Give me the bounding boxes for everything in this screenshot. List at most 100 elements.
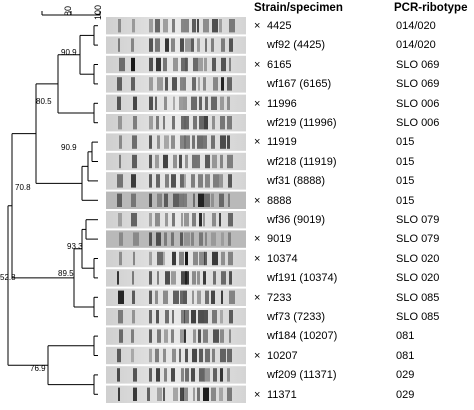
gel-band [221,290,223,304]
gel-band [132,19,135,33]
gel-band [185,251,188,266]
gel-band [193,193,195,207]
table-row: × 6165 SLO 069 [0,55,474,75]
table-row: wf36 (9019) SLO 079 [0,210,474,230]
gel-band [131,329,134,343]
gel-band [184,213,189,227]
gel-band [156,116,159,130]
gel-band [197,154,200,169]
reference-marker: × [254,233,261,246]
gel-band [118,116,122,130]
gel-band [227,96,230,110]
gel-band [184,19,189,33]
ribotype-label: 014/020 [396,39,436,52]
ribotype-label: 015 [396,136,415,149]
similarity-scale [41,11,101,16]
gel-band [132,271,134,285]
gel-band [157,135,160,149]
gel-band [149,38,153,52]
dendrogram [7,25,98,395]
gel-band [133,96,137,110]
strain-label: wf92 (4425) [267,39,326,52]
table-row: × 10207 081 [0,346,474,366]
gel-band [149,232,152,246]
reference-marker: × [254,20,261,32]
gel-band [171,135,175,149]
gel-band [156,310,159,324]
table-row: wf92 (4425) 014/020 [0,35,474,55]
gel-band [205,174,210,188]
gel-lane [106,366,246,384]
gel-band [172,77,177,91]
gel-band [193,251,198,266]
gel-band [199,348,203,363]
table-row: wf167 (6165) SLO 069 [0,74,474,94]
gel-band [185,154,188,169]
reference-marker: × [254,136,261,149]
gel-band [119,57,125,72]
scale-tick-80: 80 [63,5,73,16]
ribotype-label: SLO 079 [396,214,440,226]
gel-band [228,193,230,207]
gel-band [131,57,135,72]
gel-band [185,57,188,72]
gel-band [228,174,232,188]
gel-band [199,96,202,110]
gel-band [204,193,210,207]
table-row: wf209 (11371) 029 [0,365,474,385]
gel-band [229,271,232,285]
gel-band [183,193,187,207]
gel-band [171,174,176,188]
gel-band [163,348,166,363]
strain-label: 11996 [267,97,297,110]
gel-band [220,96,224,110]
gel-band [192,290,194,304]
ribotype-label: SLO 020 [396,252,440,265]
gel-band [117,96,121,110]
gel-band [171,38,175,52]
node-value: 90.9 [61,48,77,57]
gel-band [198,193,204,207]
gel-band [165,271,170,285]
gel-band [163,154,168,169]
gel-band [155,96,157,110]
gel-band [204,368,210,382]
gel-band [118,38,120,52]
gel-band [213,271,216,285]
gel-band [197,135,203,149]
gel-band [157,193,162,207]
gel-band [149,174,152,188]
gel-band [171,368,175,382]
gel-band [171,329,174,343]
gel-band [184,329,186,343]
strain-label: wf73 (7233) [267,311,326,323]
reference-marker: × [254,388,261,401]
gel-band [118,290,124,304]
gel-band [192,19,196,33]
gel-band [119,232,123,246]
gel-band [193,329,196,343]
gel-band [163,57,167,72]
gel-band [157,251,163,266]
gel-band [118,310,123,324]
table-row: wf184 (10207) 081 [0,326,474,346]
node-value: 52.8 [0,273,16,282]
gel-image [106,17,246,403]
gel-band [219,193,224,207]
gel-band [191,368,195,382]
gel-band [184,135,190,149]
gel-band [203,271,206,285]
ribotype-label: 029 [396,369,415,382]
table-row: × 8888 015 [0,191,474,211]
gel-band [131,348,134,363]
gel-band [119,329,123,343]
gel-band [185,368,189,382]
gel-band [212,154,217,169]
gel-band [219,19,222,33]
gel-band [180,38,184,52]
gel-band [204,251,207,266]
gel-lane [106,114,246,132]
node-value: 93.3 [67,242,83,251]
gel-band [173,290,179,304]
gel-band [179,193,184,207]
